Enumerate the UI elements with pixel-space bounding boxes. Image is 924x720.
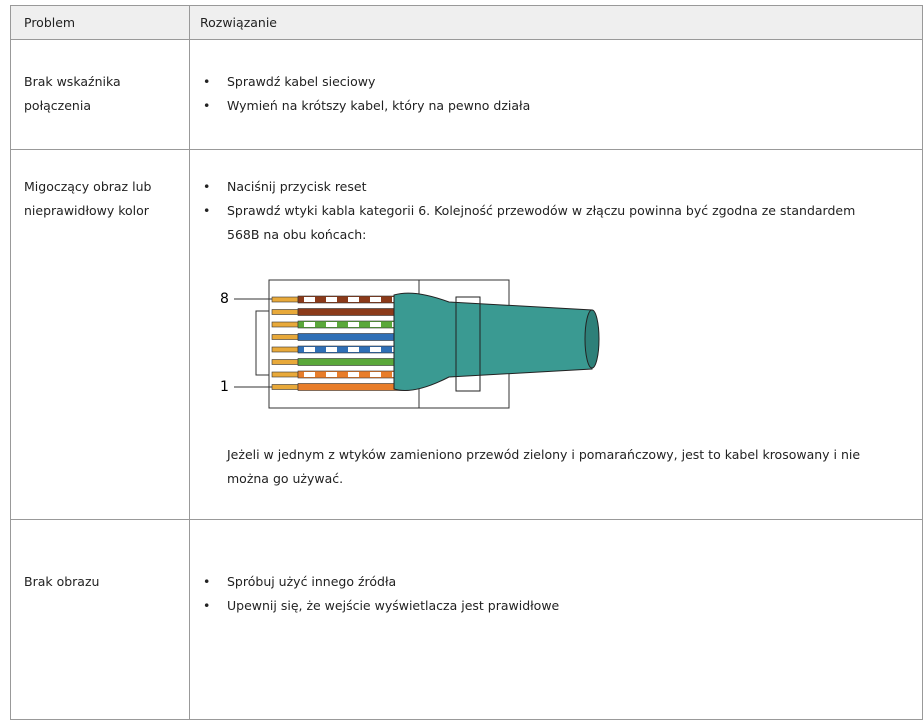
- bullet-list: Naciśnij przycisk resetSprawdź wtyki kab…: [200, 175, 922, 247]
- pin: [271, 334, 299, 340]
- wire: [297, 383, 409, 391]
- table-row: Migoczący obraz lub nieprawidłowy kolor Na…: [11, 150, 922, 520]
- bullet-item: Upewnij się, że wejście wyświetlacza jes…: [200, 594, 922, 618]
- wire-stripe: [326, 322, 337, 327]
- wire-stripe: [304, 347, 315, 352]
- cable-end: [584, 309, 600, 369]
- wire-stripe: [370, 347, 381, 352]
- bullet-item: Spróbuj użyć innego źródła: [200, 570, 922, 594]
- pin-label: 8: [220, 291, 229, 307]
- latch: [455, 296, 481, 392]
- note-text: Jeżeli w jednym z wtyków zamieniono prze…: [227, 447, 861, 486]
- problem-text: Brak wskaźnika: [24, 74, 121, 89]
- cable: [393, 292, 593, 391]
- wire-stripe: [326, 372, 337, 377]
- bullet-item: Naciśnij przycisk reset: [200, 175, 922, 199]
- wire-stripe: [370, 372, 381, 377]
- page: Problem Rozwiązanie Brak wskaźnika połącz…: [0, 0, 924, 636]
- wire: [297, 333, 409, 341]
- problem-cell: Brak obrazu: [11, 520, 190, 719]
- pin: [271, 296, 299, 303]
- problem-text: połączenia: [24, 98, 91, 113]
- wire-stripe: [348, 297, 359, 302]
- table-row: Brak wskaźnika połączenia Sprawdź kabel si…: [11, 40, 922, 150]
- rj45-diagram: 81: [220, 279, 600, 409]
- wire-stripe: [370, 297, 381, 302]
- bullet-list: Sprawdź kabel sieciowyWymień na krótszy …: [200, 70, 922, 118]
- bullet-item: Sprawdź wtyki kabla kategorii 6. Kolejno…: [200, 199, 922, 247]
- solution-cell: Sprawdź kabel sieciowyWymień na krótszy …: [190, 40, 922, 149]
- header-cell: Rozwiązanie: [200, 15, 277, 30]
- table-row: Brak obrazu Spróbuj użyć innego źródłaUpe…: [11, 520, 922, 720]
- wire-stripe: [326, 297, 337, 302]
- problem-cell: Migoczący obraz lub nieprawidłowy kolor: [11, 150, 190, 519]
- bullet-item: Wymień na krótszy kabel, który na pewno …: [200, 94, 922, 118]
- wire: [297, 308, 409, 316]
- pin-label: 1: [220, 379, 229, 395]
- pin: [271, 359, 299, 365]
- wire-stripe: [304, 322, 315, 327]
- pin: [271, 371, 299, 378]
- pin: [271, 321, 299, 328]
- wire-stripe: [326, 347, 337, 352]
- bullet-list: Spróbuj użyć innego źródłaUpewnij się, ż…: [200, 570, 922, 618]
- solution-cell: Naciśnij przycisk resetSprawdź wtyki kab…: [190, 150, 922, 519]
- bracket: [255, 310, 269, 376]
- wire-stripe: [348, 372, 359, 377]
- header-row: Problem Rozwiązanie: [11, 5, 922, 40]
- wire-stripe: [348, 347, 359, 352]
- pin: [271, 346, 299, 353]
- bullet-item: Sprawdź kabel sieciowy: [200, 70, 922, 94]
- wire-stripe: [304, 297, 315, 302]
- pin: [271, 309, 299, 315]
- header-cell: Problem: [24, 15, 76, 30]
- wire-stripe: [304, 372, 315, 377]
- wire-stripe: [348, 322, 359, 327]
- solution-cell: Spróbuj użyć innego źródłaUpewnij się, ż…: [190, 520, 922, 719]
- problem-cell: Brak wskaźnika połączenia: [11, 40, 190, 149]
- problem-text: Migoczący obraz lub: [24, 179, 152, 194]
- wire: [297, 358, 409, 366]
- wire-stripe: [370, 322, 381, 327]
- problem-text: Brak obrazu: [24, 574, 100, 589]
- table: Problem Rozwiązanie Brak wskaźnika połącz…: [10, 5, 923, 720]
- pin: [271, 384, 299, 390]
- problem-text: nieprawidłowy kolor: [24, 203, 149, 218]
